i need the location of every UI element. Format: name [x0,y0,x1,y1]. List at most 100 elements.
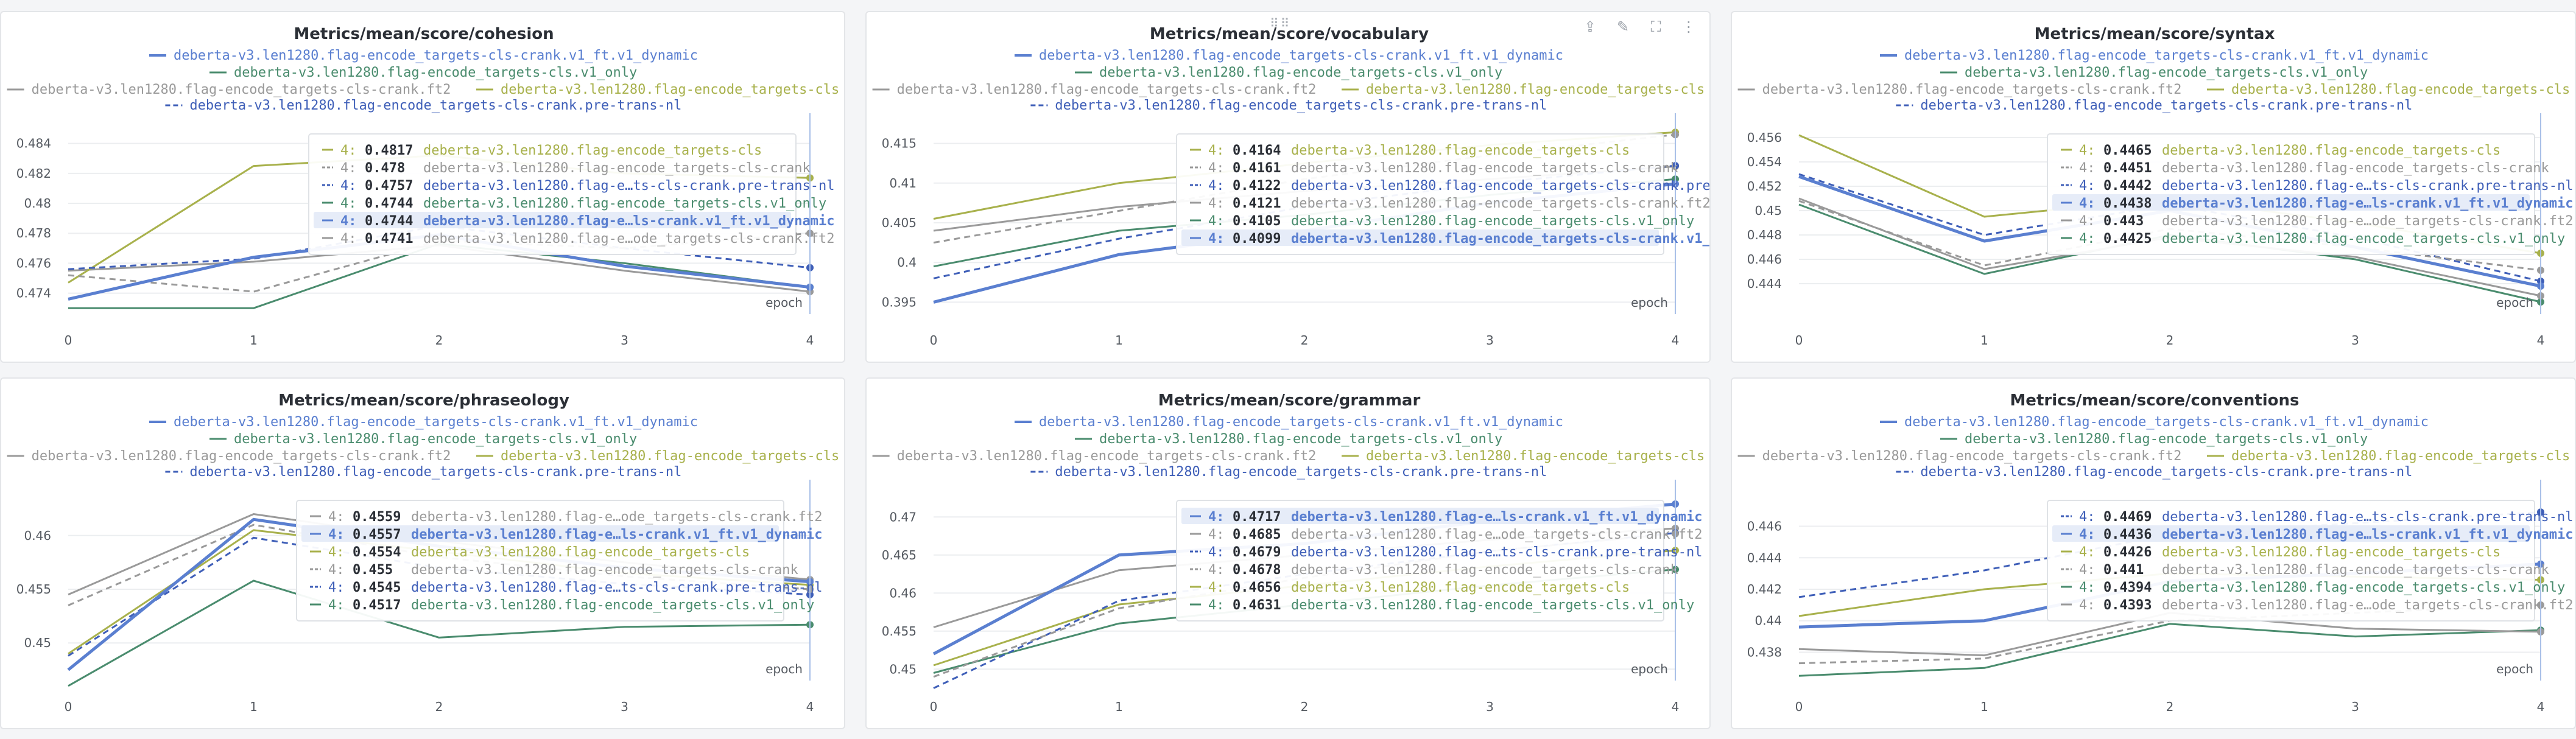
legend-entry[interactable]: deberta-v3.len1280.flag-encode_targets-c… [189,464,681,480]
legend-entry[interactable]: deberta-v3.len1280.flag-encode_targets-c… [1965,432,2368,447]
legend-entry[interactable]: deberta-v3.len1280.flag-encode_targets-c… [1904,415,2429,430]
y-tick-label: 0.442 [1747,582,1782,597]
line-chart[interactable]: Metrics/mean/score/conventions deberta-v3… [1732,379,2576,729]
x-axis-label: epoch [2496,662,2533,676]
tooltip-value: 0.4436 [2103,527,2152,542]
series-line[interactable] [68,580,811,687]
x-tick-label: 2 [1301,333,1309,348]
legend-entry[interactable]: deberta-v3.len1280.flag-encode_targets-c… [2231,82,2570,97]
tooltip-value: 0.4426 [2103,545,2152,560]
legend-entry[interactable]: deberta-v3.len1280.flag-encode_targets-c… [32,82,451,97]
tooltip-series-label: deberta-v3.len1280.flag-e…ode_targets-cl… [423,231,835,247]
edit-icon[interactable]: ✎ [1616,18,1630,35]
legend-entry[interactable]: deberta-v3.len1280.flag-encode_targets-c… [1055,464,1547,480]
y-tick-label: 0.395 [882,295,917,309]
chart-panel[interactable]: Metrics/mean/score/conventions deberta-v3… [1731,377,2576,729]
tooltip-series-label: deberta-v3.len1280.flag-encode_targets-c… [1291,580,1630,595]
tooltip-value: 0.441 [2103,562,2144,578]
y-tick-label: 0.476 [16,256,51,270]
legend-entry[interactable]: deberta-v3.len1280.flag-encode_targets-c… [234,65,637,80]
legend-entry[interactable]: deberta-v3.len1280.flag-encode_targets-c… [1039,48,1563,63]
drag-handle-icon[interactable]: ⠿⠿ [1270,16,1292,30]
y-tick-label: 0.41 [889,176,917,191]
tooltip-series-label: deberta-v3.len1280.flag-encode_targets-c… [423,143,762,158]
tooltip-value: 0.4425 [2103,231,2152,247]
legend-entry[interactable]: deberta-v3.len1280.flag-encode_targets-c… [1099,432,1502,447]
tooltip-series-label: deberta-v3.len1280.flag-encode_targets-c… [411,562,798,578]
tooltip-series-label: deberta-v3.len1280.flag-encode_targets-c… [1291,598,1694,613]
legend-entry[interactable]: deberta-v3.len1280.flag-encode_targets-c… [1099,65,1502,80]
series-line[interactable] [68,524,811,606]
x-tick-label: 2 [435,333,443,348]
y-tick-label: 0.455 [16,582,51,597]
legend-entry[interactable]: deberta-v3.len1280.flag-encode_targets-c… [1039,415,1563,430]
x-tick-label: 4 [806,699,814,714]
chart-title: Metrics/mean/score/conventions [2010,391,2299,410]
line-chart[interactable]: Metrics/mean/score/cohesion deberta-v3.le… [1,12,845,363]
tooltip-series-label: deberta-v3.len1280.flag-e…ode_targets-cl… [411,510,823,525]
line-chart[interactable]: Metrics/mean/score/vocabulary deberta-v3.… [867,12,1711,363]
tooltip-step: 4: [1208,161,1225,176]
tooltip-value: 0.4717 [1233,510,1281,525]
legend-entry[interactable]: deberta-v3.len1280.flag-encode_targets-c… [1762,449,2182,464]
legend-entry[interactable]: deberta-v3.len1280.flag-encode_targets-c… [501,449,839,464]
legend-entry[interactable]: deberta-v3.len1280.flag-encode_targets-c… [234,432,637,447]
legend-entry[interactable]: deberta-v3.len1280.flag-encode_targets-c… [189,98,681,113]
tooltip-series-label: deberta-v3.len1280.flag-encode_targets-c… [2162,545,2500,560]
tooltip-value: 0.4545 [353,580,401,595]
legend-entry[interactable]: deberta-v3.len1280.flag-encode_targets-c… [897,82,1317,97]
series-line[interactable] [1798,623,2541,677]
tooltip-step: 4: [328,510,345,525]
legend-entry[interactable]: deberta-v3.len1280.flag-encode_targets-c… [1366,449,1705,464]
chart-panel[interactable]: Metrics/mean/score/phraseology deberta-v3… [0,377,845,729]
legend-entry[interactable]: deberta-v3.len1280.flag-encode_targets-c… [897,449,1317,464]
download-icon[interactable]: ⇪ [1583,18,1597,35]
legend-entry[interactable]: deberta-v3.len1280.flag-encode_targets-c… [1366,82,1705,97]
line-chart[interactable]: Metrics/mean/score/phraseology deberta-v3… [1,379,845,729]
legend-entry[interactable]: deberta-v3.len1280.flag-encode_targets-c… [1762,82,2182,97]
legend-entry[interactable]: deberta-v3.len1280.flag-encode_targets-c… [1965,65,2368,80]
x-axis-label: epoch [765,295,803,310]
tooltip-step: 4: [2079,598,2096,613]
chart-title: Metrics/mean/score/syntax [2035,25,2275,43]
tooltip-series-label: deberta-v3.len1280.flag-encode_targets-c… [2162,580,2565,595]
y-tick-label: 0.46 [24,528,51,543]
y-tick-label: 0.4 [897,255,917,270]
tooltip-series-label: deberta-v3.len1280.flag-e…ts-cls-crank.p… [1291,545,1703,560]
chart-title: Metrics/mean/score/phraseology [278,391,569,410]
y-tick-label: 0.47 [889,510,917,524]
legend-entry[interactable]: deberta-v3.len1280.flag-encode_targets-c… [32,449,451,464]
chart-panel[interactable]: Metrics/mean/score/vocabulary deberta-v3.… [865,11,1711,363]
legend-entry[interactable]: deberta-v3.len1280.flag-encode_targets-c… [174,415,698,430]
legend-entry[interactable]: deberta-v3.len1280.flag-encode_targets-c… [2231,449,2570,464]
y-tick-label: 0.438 [1747,645,1782,659]
tooltip-step: 4: [340,178,357,194]
legend-entry[interactable]: deberta-v3.len1280.flag-encode_targets-c… [1920,464,2412,480]
tooltip-series-label: deberta-v3.len1280.flag-encode_targets-c… [1291,231,1711,247]
x-tick-label: 3 [2351,333,2359,348]
tooltip-step: 4: [2079,143,2096,158]
legend-entry[interactable]: deberta-v3.len1280.flag-encode_targets-c… [1055,98,1547,113]
y-tick-label: 0.484 [16,136,51,151]
legend-entry[interactable]: deberta-v3.len1280.flag-encode_targets-c… [1920,98,2412,113]
tooltip-step: 4: [1208,214,1225,229]
tooltip-step: 4: [1208,510,1225,525]
series-line[interactable] [933,532,1676,689]
more-vertical-icon[interactable]: ⋮ [1681,18,1696,35]
x-tick-label: 1 [250,333,258,348]
legend-entry[interactable]: deberta-v3.len1280.flag-encode_targets-c… [174,48,698,63]
tooltip-value: 0.4744 [365,196,413,211]
tooltip-series-label: deberta-v3.len1280.flag-e…ls-crank.v1_ft… [423,214,835,229]
fullscreen-icon[interactable]: ⛶ [1650,18,1661,35]
chart-panel[interactable]: Metrics/mean/score/grammar deberta-v3.len… [865,377,1711,729]
panel-toolbar: ⇪ ✎ ⛶ ⋮ [1582,18,1697,35]
chart-panel[interactable]: Metrics/mean/score/cohesion deberta-v3.le… [0,11,845,363]
legend-entry[interactable]: deberta-v3.len1280.flag-encode_targets-c… [1904,48,2429,63]
legend-entry[interactable]: deberta-v3.len1280.flag-encode_targets-c… [501,82,839,97]
tooltip-step: 4: [2079,161,2096,176]
x-tick-label: 3 [621,699,628,714]
chart-panel[interactable]: Metrics/mean/score/syntax deberta-v3.len1… [1731,11,2576,363]
line-chart[interactable]: Metrics/mean/score/syntax deberta-v3.len1… [1732,12,2576,363]
y-tick-label: 0.444 [1747,550,1782,565]
line-chart[interactable]: Metrics/mean/score/grammar deberta-v3.len… [867,379,1711,729]
